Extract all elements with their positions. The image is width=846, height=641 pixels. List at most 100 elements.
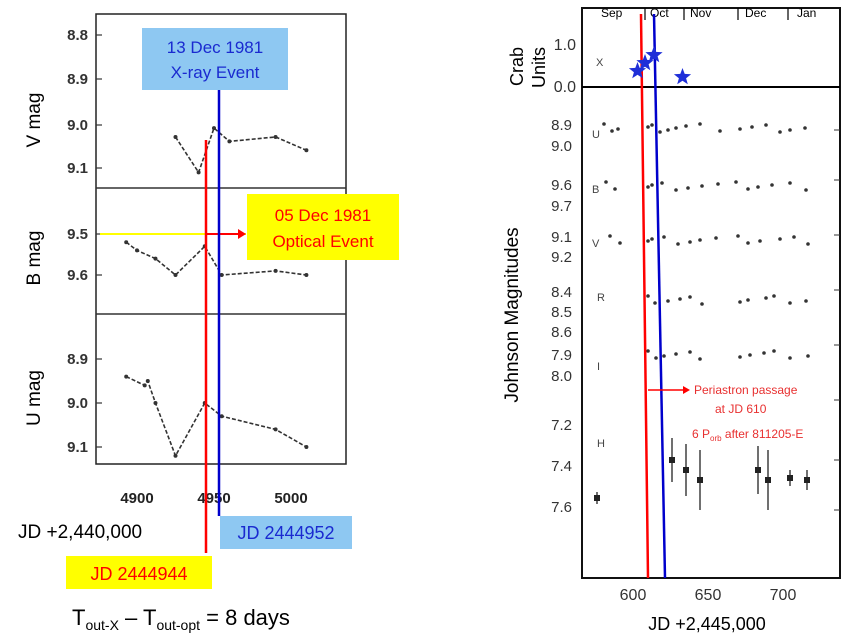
- band-letter-b: B: [592, 184, 599, 196]
- right-series-group: [594, 122, 810, 510]
- periastron-red-line: [639, 13, 650, 579]
- month-nov: Nov: [690, 6, 711, 20]
- left-chart: V mag B mag U mag 8.8 8.9 9.0 9.1 9.5 9.…: [18, 13, 399, 633]
- photometry-point-0-6: [666, 128, 670, 132]
- photometry-point-2-1: [618, 241, 622, 245]
- photometry-point-4-10: [788, 356, 792, 360]
- xtick-4950: 4950: [197, 490, 230, 507]
- photometry-point-4-4: [688, 350, 692, 354]
- xray-star-2: [645, 46, 663, 63]
- data-point-2-0: [124, 374, 129, 379]
- photometry-point-0-4: [650, 123, 654, 127]
- h-band-point-6: [787, 475, 793, 481]
- jd-blue-box: [220, 516, 352, 549]
- series-line-1: [125, 241, 307, 277]
- photometry-point-1-7: [700, 184, 704, 188]
- data-point-1-7: [304, 273, 309, 277]
- ylabel-v-mag: V mag: [24, 93, 45, 148]
- tick-r3: 8.6: [551, 324, 572, 341]
- optical-event-box: [247, 194, 399, 260]
- h-band-point-2: [683, 467, 689, 473]
- photometry-point-2-9: [736, 234, 740, 238]
- photometry-point-3-2: [666, 299, 670, 303]
- xtick-4900: 4900: [120, 490, 153, 507]
- crab-label-line1: Crab: [507, 47, 527, 86]
- series-line-2: [125, 375, 307, 458]
- photometry-point-0-9: [698, 122, 702, 126]
- photometry-point-0-11: [738, 127, 742, 131]
- tick-v-8.8: 8.8: [67, 27, 88, 44]
- photometry-point-0-0: [602, 122, 606, 126]
- photometry-point-2-4: [662, 235, 666, 239]
- band-letter-u: U: [592, 129, 600, 141]
- photometry-point-2-7: [698, 238, 702, 242]
- data-point-2-6: [219, 414, 224, 419]
- photometry-point-1-4: [660, 181, 664, 185]
- tick-h3: 7.6: [551, 499, 572, 516]
- photometry-point-3-6: [738, 300, 742, 304]
- tick-b-9.6: 9.6: [67, 267, 88, 284]
- xray-event-title: X-ray Event: [171, 63, 260, 82]
- data-point-2-4: [173, 453, 178, 458]
- right-chart: Sep Oct Nov Dec Jan Crab Units 1.0 0.0 X…: [502, 6, 841, 634]
- photometry-point-0-2: [616, 127, 620, 131]
- tick-b1: 9.6: [551, 177, 572, 194]
- photometry-point-2-5: [676, 242, 680, 246]
- photometry-point-0-13: [764, 123, 768, 127]
- photometry-point-4-0: [646, 349, 650, 353]
- photometry-point-1-11: [756, 185, 760, 189]
- photometry-point-1-3: [650, 183, 654, 187]
- jd-offset-label: JD +2,440,000: [18, 522, 142, 543]
- photometry-point-2-10: [746, 241, 750, 245]
- tick-h2: 7.4: [551, 458, 572, 475]
- band-letter-i: I: [597, 361, 600, 373]
- h-band-point-4: [755, 467, 761, 473]
- data-point-0-4: [273, 134, 278, 139]
- photometry-point-1-13: [788, 181, 792, 185]
- xtick-5000: 5000: [274, 490, 307, 507]
- photometry-point-4-11: [806, 354, 810, 358]
- ylabel-u-mag: U mag: [24, 370, 45, 426]
- data-point-0-0: [173, 134, 178, 139]
- photometry-point-0-15: [788, 128, 792, 132]
- photometry-point-1-6: [686, 186, 690, 190]
- photometry-point-0-7: [674, 126, 678, 130]
- xray-star-3: [673, 68, 692, 85]
- data-point-0-3: [227, 139, 232, 144]
- data-point-0-5: [304, 148, 309, 153]
- xtick-600: 600: [620, 587, 647, 604]
- tick-i2: 8.0: [551, 368, 572, 385]
- right-plot-frame: [581, 7, 841, 579]
- xray-star-group: [628, 46, 692, 85]
- band-letter-h: H: [597, 438, 605, 450]
- h-band-point-5: [765, 477, 771, 483]
- xtick-650: 650: [695, 587, 722, 604]
- photometry-point-1-9: [734, 180, 738, 184]
- h-band-point-0: [594, 495, 600, 501]
- photometry-point-3-4: [688, 295, 692, 299]
- photometry-point-1-0: [604, 180, 608, 184]
- periastron-text-2: at JD 610: [715, 402, 767, 416]
- tick-b2: 9.7: [551, 198, 572, 215]
- photometry-point-2-11: [758, 239, 762, 243]
- photometry-point-4-2: [662, 354, 666, 358]
- tick-r2: 8.5: [551, 304, 572, 321]
- photometry-point-2-3: [650, 237, 654, 241]
- month-sep: Sep: [601, 6, 623, 20]
- photometry-point-0-12: [750, 125, 754, 129]
- photometry-point-2-12: [778, 237, 782, 241]
- data-point-1-2: [153, 256, 158, 261]
- data-point-2-1: [142, 383, 147, 388]
- x-band-letter: X: [596, 57, 604, 69]
- periastron-arrow-head: [683, 386, 690, 394]
- xray-star-0: [628, 62, 647, 79]
- photometry-point-0-10: [718, 129, 722, 133]
- data-point-0-1: [196, 170, 201, 175]
- tick-h1: 7.2: [551, 417, 572, 434]
- photometry-point-0-16: [803, 126, 807, 130]
- data-point-1-5: [219, 273, 224, 277]
- photometry-point-0-5: [658, 130, 662, 134]
- optical-event-date: 05 Dec 1981: [275, 206, 371, 225]
- xray-star-1: [636, 54, 654, 71]
- photometry-point-4-8: [762, 351, 766, 355]
